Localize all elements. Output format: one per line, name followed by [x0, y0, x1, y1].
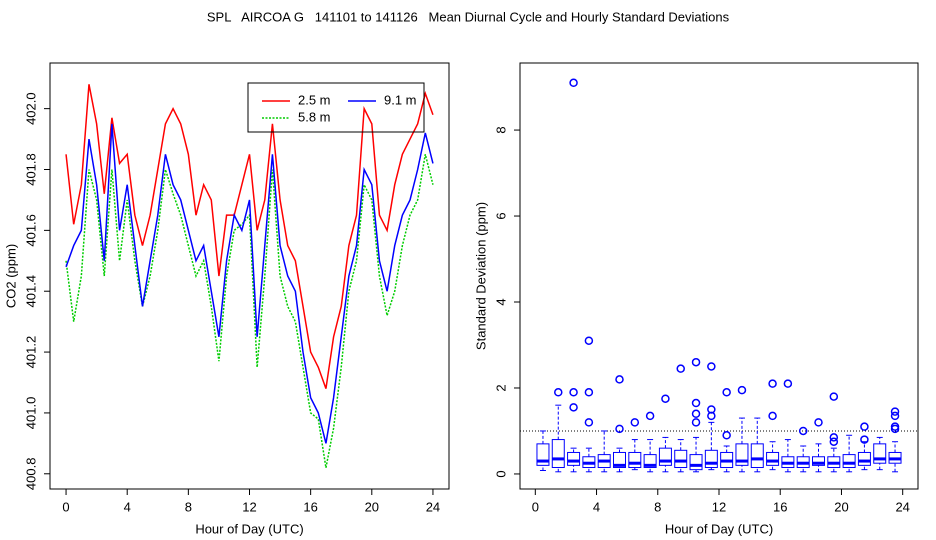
- box: [551, 439, 565, 469]
- outlier: [860, 435, 869, 444]
- y-tick-label: 401.6: [23, 214, 38, 247]
- outlier: [584, 388, 594, 397]
- box: [674, 449, 688, 469]
- x-tick-label: 20: [365, 499, 379, 514]
- outlier: [860, 422, 869, 431]
- box: [750, 443, 764, 469]
- page-title: SPL AIRCOA G 141101 to 141126 Mean Diurn…: [207, 9, 730, 24]
- box: [857, 451, 871, 466]
- x-tick-label: 0: [62, 499, 69, 514]
- box: [812, 456, 825, 466]
- x-tick-label: 20: [834, 499, 848, 514]
- outlier: [768, 379, 777, 388]
- x-tick-label: 8: [654, 499, 661, 514]
- box: [628, 451, 642, 469]
- legend-label: 2.5 m: [298, 92, 331, 107]
- x-tick-label: 24: [895, 499, 909, 514]
- box: [704, 449, 718, 469]
- outlier: [645, 411, 655, 421]
- y-axis-label: Standard Deviation (ppm): [473, 202, 488, 350]
- box: [766, 451, 780, 466]
- y-tick-label: 8: [493, 126, 508, 133]
- outlier: [737, 385, 747, 395]
- outlier: [829, 437, 839, 446]
- outlier: [691, 398, 701, 408]
- y-axis-label: CO2 (ppm): [3, 244, 18, 308]
- outlier: [569, 403, 578, 412]
- data-line: [65, 154, 434, 468]
- x-tick-label: 12: [712, 499, 726, 514]
- legend-label: 5.8 m: [298, 109, 331, 124]
- x-tick-label: 16: [773, 499, 787, 514]
- y-tick-label: 2: [493, 384, 508, 391]
- outlier: [569, 388, 578, 397]
- outlier: [615, 375, 624, 384]
- x-tick-label: 24: [426, 499, 440, 514]
- box: [567, 451, 581, 466]
- outlier: [829, 433, 839, 442]
- outlier: [691, 409, 701, 419]
- outlier: [722, 431, 731, 440]
- y-tick-label: 6: [493, 212, 508, 219]
- box: [842, 454, 856, 469]
- x-axis-label: Hour of Day (UTC): [665, 521, 773, 536]
- y-tick-label: 401.8: [23, 153, 38, 186]
- legend-label: 9.1 m: [384, 92, 417, 107]
- data-line: [65, 123, 434, 444]
- box: [613, 451, 626, 469]
- outlier: [584, 418, 594, 427]
- x-tick-label: 4: [124, 499, 131, 514]
- outlier: [615, 424, 624, 434]
- outlier: [691, 357, 701, 367]
- outlier: [630, 418, 640, 427]
- y-tick-label: 401.0: [23, 397, 38, 430]
- x-tick-label: 12: [242, 499, 256, 514]
- outlier: [707, 405, 716, 414]
- outlier: [783, 379, 793, 388]
- y-tick-label: 4: [493, 298, 508, 305]
- outlier: [584, 336, 594, 345]
- y-tick-label: 0: [493, 470, 508, 477]
- data-line: [65, 84, 434, 389]
- x-tick-label: 4: [593, 499, 600, 514]
- outlier: [676, 364, 685, 373]
- x-tick-label: 8: [185, 499, 192, 514]
- outlier: [890, 407, 900, 416]
- outlier: [707, 362, 716, 371]
- legend-box: [247, 82, 425, 133]
- outlier: [569, 78, 578, 88]
- outlier: [554, 388, 563, 397]
- outlier: [661, 394, 670, 403]
- outlier: [829, 392, 839, 401]
- outlier: [890, 411, 900, 421]
- outlier: [691, 418, 701, 427]
- x-tick-label: 16: [303, 499, 317, 514]
- plot-frame: [519, 62, 919, 490]
- box: [658, 447, 672, 466]
- y-tick-label: 401.2: [23, 336, 38, 369]
- box: [689, 454, 703, 471]
- outlier: [722, 388, 731, 397]
- y-tick-label: 401.4: [23, 275, 38, 308]
- y-tick-label: 402.0: [23, 92, 38, 125]
- y-tick-label: 400.8: [23, 458, 38, 491]
- outlier: [814, 418, 823, 427]
- outlier: [768, 411, 777, 421]
- outlier: [798, 426, 808, 436]
- outlier: [890, 422, 900, 431]
- x-tick-label: 0: [532, 499, 539, 514]
- x-axis-label: Hour of Day (UTC): [195, 521, 303, 536]
